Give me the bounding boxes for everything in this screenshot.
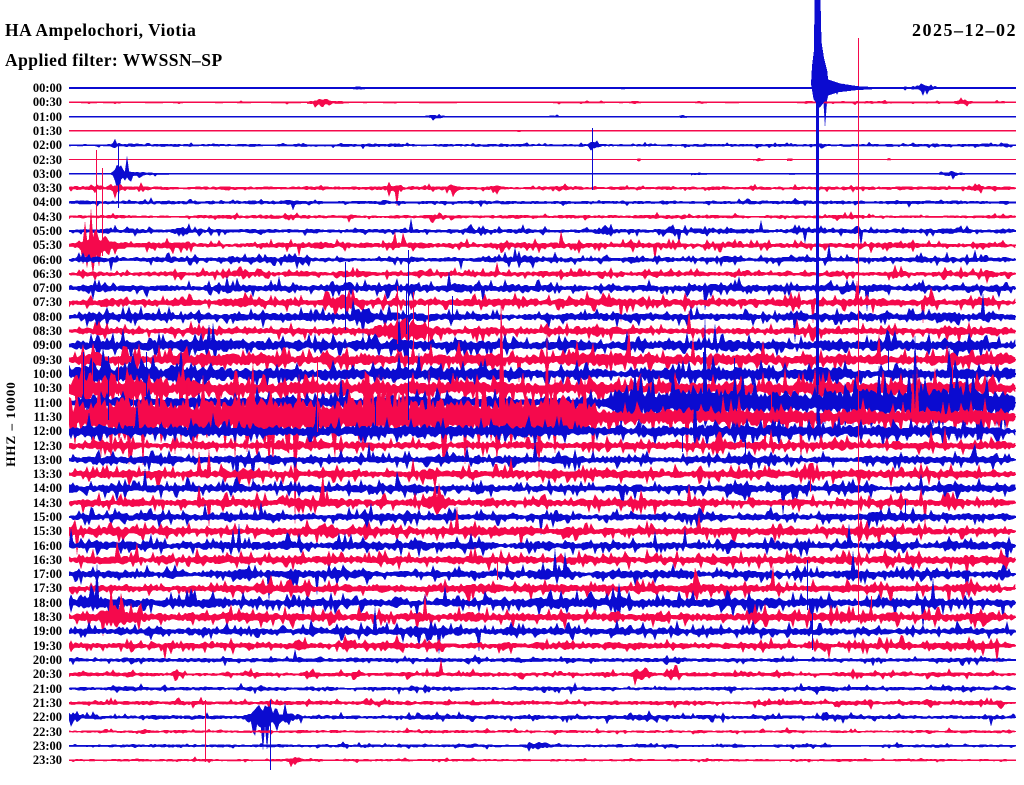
svg-text:07:30: 07:30	[33, 295, 62, 309]
svg-text:23:30: 23:30	[33, 753, 62, 767]
svg-text:16:30: 16:30	[33, 553, 62, 567]
svg-text:07:00: 07:00	[33, 281, 62, 295]
svg-text:HHZ – 10000: HHZ – 10000	[3, 381, 18, 466]
svg-text:20:30: 20:30	[33, 667, 62, 681]
svg-text:22:30: 22:30	[33, 725, 62, 739]
svg-text:00:30: 00:30	[33, 95, 62, 109]
svg-text:06:30: 06:30	[33, 267, 62, 281]
svg-text:01:30: 01:30	[33, 124, 62, 138]
svg-text:03:30: 03:30	[33, 181, 62, 195]
svg-text:09:30: 09:30	[33, 353, 62, 367]
svg-text:09:00: 09:00	[33, 338, 62, 352]
svg-text:16:00: 16:00	[33, 539, 62, 553]
svg-text:01:00: 01:00	[33, 110, 62, 124]
svg-text:20:00: 20:00	[33, 653, 62, 667]
svg-text:17:30: 17:30	[33, 581, 62, 595]
svg-text:18:00: 18:00	[33, 596, 62, 610]
svg-text:13:00: 13:00	[33, 453, 62, 467]
svg-text:12:00: 12:00	[33, 424, 62, 438]
svg-text:08:00: 08:00	[33, 310, 62, 324]
svg-text:15:30: 15:30	[33, 524, 62, 538]
svg-text:08:30: 08:30	[33, 324, 62, 338]
svg-text:21:30: 21:30	[33, 696, 62, 710]
svg-text:Applied filter: WWSSN–SP: Applied filter: WWSSN–SP	[5, 50, 223, 70]
svg-text:21:00: 21:00	[33, 682, 62, 696]
svg-text:02:00: 02:00	[33, 138, 62, 152]
svg-text:05:30: 05:30	[33, 238, 62, 252]
svg-text:10:00: 10:00	[33, 367, 62, 381]
svg-text:11:00: 11:00	[34, 396, 62, 410]
svg-text:18:30: 18:30	[33, 610, 62, 624]
svg-text:13:30: 13:30	[33, 467, 62, 481]
svg-text:15:00: 15:00	[33, 510, 62, 524]
svg-text:02:30: 02:30	[33, 153, 62, 167]
svg-text:03:00: 03:00	[33, 167, 62, 181]
svg-text:12:30: 12:30	[33, 439, 62, 453]
svg-text:HA Ampelochori, Viotia: HA Ampelochori, Viotia	[5, 20, 196, 40]
svg-text:04:00: 04:00	[33, 195, 62, 209]
svg-text:14:00: 14:00	[33, 481, 62, 495]
svg-text:19:00: 19:00	[33, 624, 62, 638]
svg-text:06:00: 06:00	[33, 253, 62, 267]
svg-text:14:30: 14:30	[33, 496, 62, 510]
svg-text:19:30: 19:30	[33, 639, 62, 653]
svg-text:05:00: 05:00	[33, 224, 62, 238]
svg-text:00:00: 00:00	[33, 81, 62, 95]
svg-text:23:00: 23:00	[33, 739, 62, 753]
svg-text:17:00: 17:00	[33, 567, 62, 581]
svg-text:11:30: 11:30	[34, 410, 62, 424]
svg-text:2025–12–02: 2025–12–02	[912, 20, 1017, 40]
svg-text:04:30: 04:30	[33, 210, 62, 224]
svg-text:22:00: 22:00	[33, 710, 62, 724]
svg-text:10:30: 10:30	[33, 381, 62, 395]
